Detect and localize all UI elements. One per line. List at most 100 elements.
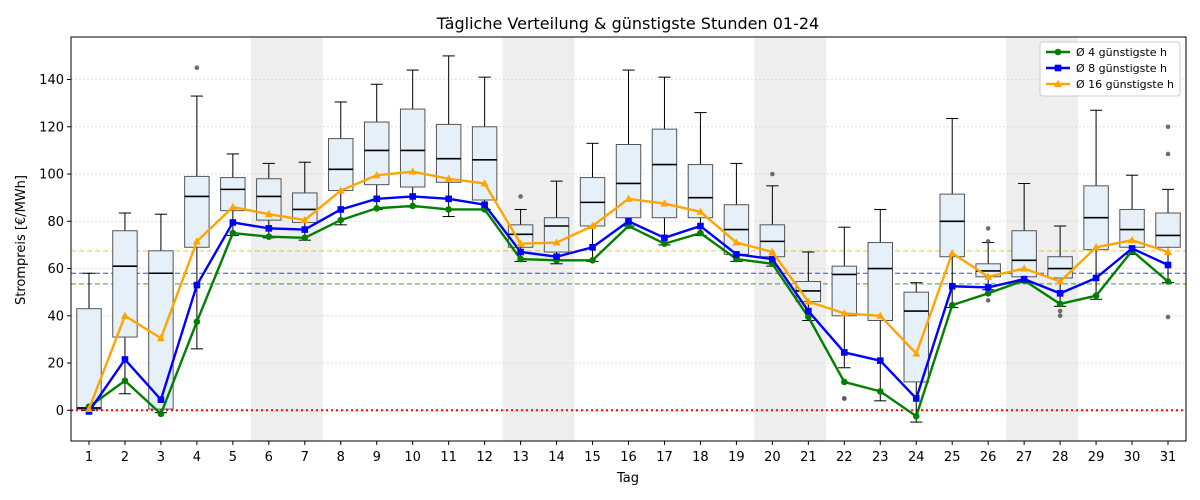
data-point (732, 238, 741, 246)
legend-label: Ø 4 günstigste h (1076, 46, 1167, 59)
y-tick-label: 100 (39, 168, 64, 183)
boxplot-day-19 (723, 162, 750, 262)
data-point (661, 234, 668, 242)
box (184, 175, 210, 248)
data-point (553, 253, 560, 261)
boxplot-day-15 (579, 142, 606, 262)
boxplot-day-13 (507, 194, 534, 262)
box (399, 108, 426, 188)
data-point (228, 202, 237, 211)
x-tick-label: 7 (301, 450, 309, 465)
box (1155, 212, 1181, 248)
data-point (696, 207, 705, 215)
box (148, 250, 174, 410)
data-point (1020, 264, 1029, 272)
data-point (768, 247, 777, 255)
boxplot-day-14 (543, 180, 570, 265)
data-point (1128, 245, 1136, 252)
legend-label: Ø 8 günstigste h (1076, 62, 1167, 75)
x-tick-label: 4 (193, 450, 201, 465)
box (867, 242, 894, 322)
data-point (948, 282, 956, 290)
data-point (409, 202, 416, 210)
x-tick-label: 23 (872, 450, 889, 465)
x-tick-label: 14 (548, 450, 565, 465)
data-point (1054, 64, 1062, 72)
data-point (660, 199, 669, 207)
box (903, 291, 929, 383)
x-tick-label: 26 (980, 450, 997, 465)
series-lines (84, 167, 1173, 420)
data-point (805, 313, 812, 321)
series-2 (84, 167, 1173, 413)
box (831, 265, 858, 317)
x-tick-label: 21 (800, 450, 817, 465)
data-point (661, 240, 668, 248)
x-tick-label: 25 (944, 450, 961, 465)
outlier-point (1057, 313, 1063, 319)
boxplot-day-12 (471, 76, 498, 210)
legend: Ø 4 günstigste h Ø 8 günstigste h Ø 16 gün… (1039, 41, 1181, 97)
outlier-point (770, 171, 775, 177)
outlier-point (842, 396, 847, 401)
boxplot-day-2 (112, 212, 138, 395)
data-point (876, 311, 885, 319)
boxplot-day-25 (939, 118, 965, 309)
x-tick-label: 12 (476, 450, 493, 465)
boxplot-day-18 (687, 112, 714, 236)
data-point (697, 229, 704, 237)
data-point (481, 201, 488, 209)
data-point (516, 239, 525, 247)
data-point (840, 309, 849, 317)
legend-label: Ø 16 günstigste h (1076, 78, 1174, 91)
x-tick-label: 15 (584, 450, 601, 465)
data-point (589, 243, 596, 251)
box (543, 217, 570, 253)
x-tick-label: 6 (265, 450, 273, 465)
data-point (625, 217, 632, 225)
boxplot-day-23 (867, 208, 894, 402)
data-point (265, 233, 273, 240)
data-point (445, 195, 452, 203)
y-tick-label: 140 (39, 73, 64, 88)
boxplot-day-31 (1155, 124, 1181, 320)
boxplot-day-28 (1047, 225, 1073, 319)
boxplot-day-1 (76, 272, 102, 411)
data-point (229, 229, 237, 237)
x-tick-label: 27 (1016, 450, 1033, 465)
data-point (1056, 300, 1064, 308)
x-tick-label: 2 (121, 450, 129, 465)
data-point (156, 334, 165, 342)
box (471, 126, 498, 201)
boxplot-day-11 (435, 55, 462, 218)
box (112, 230, 138, 338)
box (76, 308, 102, 410)
y-tick-label: 20 (47, 357, 64, 372)
x-axis-label: Tag (616, 471, 639, 486)
x-tick-label: 10 (404, 450, 421, 465)
data-point (912, 412, 920, 420)
data-point (1054, 79, 1062, 87)
x-tick-label: 29 (1088, 450, 1105, 465)
data-point (372, 171, 381, 179)
data-point (408, 167, 417, 175)
data-point (337, 206, 345, 213)
data-point (193, 318, 201, 325)
data-point (409, 193, 416, 200)
data-point (1164, 278, 1172, 285)
x-tick-label: 30 (1124, 450, 1141, 465)
data-point (1092, 243, 1101, 251)
data-point (948, 301, 956, 309)
data-point (445, 206, 452, 213)
boxplot-day-16 (615, 69, 642, 227)
box (939, 193, 965, 258)
data-point (265, 225, 273, 232)
data-point (1164, 261, 1172, 269)
series-line (88, 204, 1169, 418)
outlier-point (985, 298, 991, 303)
data-point (1056, 277, 1065, 285)
y-tick-label: 0 (56, 404, 64, 419)
y-tick-label: 40 (47, 309, 64, 324)
y-tick-label: 60 (47, 262, 64, 277)
